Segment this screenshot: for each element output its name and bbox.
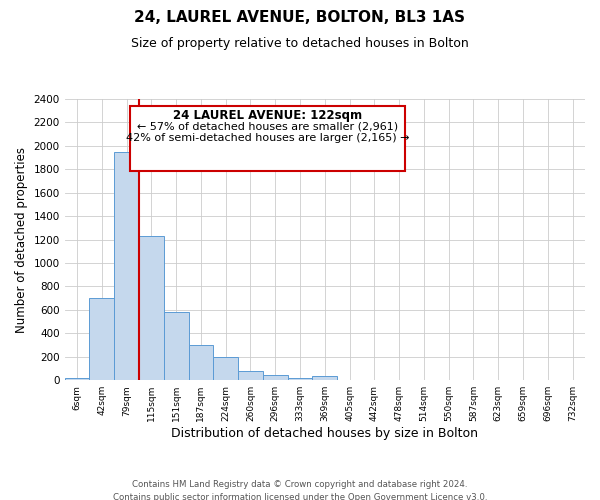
Bar: [238, 371, 263, 380]
Text: 24, LAUREL AVENUE, BOLTON, BL3 1AS: 24, LAUREL AVENUE, BOLTON, BL3 1AS: [134, 10, 466, 25]
Bar: [114, 152, 139, 380]
Bar: [313, 376, 337, 380]
Text: ← 57% of detached houses are smaller (2,961): ← 57% of detached houses are smaller (2,…: [137, 122, 398, 132]
Bar: [65, 378, 89, 380]
X-axis label: Distribution of detached houses by size in Bolton: Distribution of detached houses by size …: [172, 427, 478, 440]
Text: 24 LAUREL AVENUE: 122sqm: 24 LAUREL AVENUE: 122sqm: [173, 109, 362, 122]
Text: 42% of semi-detached houses are larger (2,165) →: 42% of semi-detached houses are larger (…: [126, 132, 409, 142]
Text: Contains public sector information licensed under the Open Government Licence v3: Contains public sector information licen…: [113, 492, 487, 500]
Bar: [164, 312, 188, 380]
Bar: [188, 345, 214, 380]
Bar: [214, 357, 238, 380]
FancyBboxPatch shape: [130, 106, 406, 170]
Bar: [89, 298, 114, 380]
Text: Size of property relative to detached houses in Bolton: Size of property relative to detached ho…: [131, 38, 469, 51]
Bar: [263, 375, 287, 380]
Y-axis label: Number of detached properties: Number of detached properties: [15, 146, 28, 332]
Bar: [287, 378, 313, 380]
Text: Contains HM Land Registry data © Crown copyright and database right 2024.: Contains HM Land Registry data © Crown c…: [132, 480, 468, 489]
Bar: [139, 236, 164, 380]
